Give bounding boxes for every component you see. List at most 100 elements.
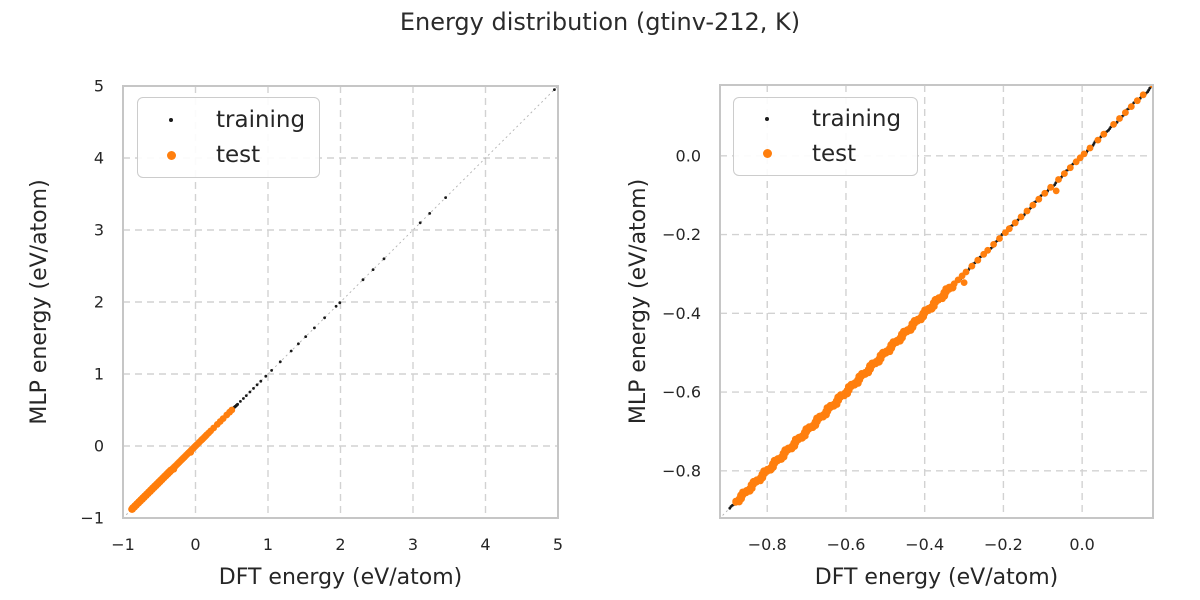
test-point xyxy=(1116,115,1123,122)
training-point xyxy=(334,304,338,308)
test-point xyxy=(1094,136,1102,144)
training-point xyxy=(1155,80,1158,83)
training-point xyxy=(289,349,293,353)
training-point xyxy=(1166,69,1169,72)
y-axis-label: MLP energy (eV/atom) xyxy=(626,179,651,424)
training-point xyxy=(1175,61,1178,64)
training-point xyxy=(361,278,365,282)
y-tick-label: 5 xyxy=(94,77,104,96)
test-point xyxy=(1017,213,1025,221)
legend-label-training: training xyxy=(812,106,902,133)
x-axis-label: DFT energy (eV/atom) xyxy=(815,565,1058,590)
training-point xyxy=(1159,76,1162,79)
y-tick-label: −0.4 xyxy=(662,304,701,323)
series-test xyxy=(128,406,236,513)
training-point xyxy=(1187,48,1190,51)
x-tick-label: 2 xyxy=(335,535,345,554)
training-point xyxy=(1162,73,1165,76)
legend-item-training: training xyxy=(734,102,917,137)
training-point xyxy=(1177,60,1180,63)
test-point xyxy=(1023,207,1031,215)
x-tick-label: 0 xyxy=(190,535,200,554)
x-tick-label: 1 xyxy=(263,535,273,554)
x-tick-label: −1 xyxy=(111,535,135,554)
training-point xyxy=(278,360,282,364)
training-point xyxy=(239,400,242,403)
training-point xyxy=(1158,77,1161,80)
x-tick-label: −0.4 xyxy=(905,535,944,554)
test-point xyxy=(1139,91,1147,99)
training-point xyxy=(428,212,432,215)
test-point xyxy=(990,241,997,248)
training-point xyxy=(248,390,252,394)
test-point xyxy=(1047,183,1055,191)
legend-left-plot: training test xyxy=(137,97,320,178)
y-tick-label: −0.2 xyxy=(662,225,701,244)
training-point xyxy=(297,342,300,346)
test-point xyxy=(962,268,970,276)
x-axis-label: DFT energy (eV/atom) xyxy=(219,565,462,590)
identity-line xyxy=(720,85,1153,518)
training-point xyxy=(553,88,556,91)
training-point xyxy=(444,196,447,200)
y-axis-label: MLP energy (eV/atom) xyxy=(27,179,52,424)
training-point xyxy=(382,257,386,261)
training-point xyxy=(1169,66,1172,69)
training-marker-icon xyxy=(734,117,800,122)
x-tick-label: −0.6 xyxy=(827,535,866,554)
x-tick-label: −0.2 xyxy=(984,535,1023,554)
training-point xyxy=(1188,46,1191,49)
legend-item-test: test xyxy=(138,138,319,174)
test-point xyxy=(1080,150,1088,158)
training-point xyxy=(1179,57,1182,60)
training-point xyxy=(1154,82,1157,85)
training-point xyxy=(313,326,316,330)
training-point xyxy=(1185,51,1188,54)
series-test xyxy=(732,54,1184,506)
test-point xyxy=(974,256,982,264)
legend-label-training: training xyxy=(216,106,306,133)
y-tick-label: 2 xyxy=(94,293,104,312)
test-point xyxy=(1029,201,1037,209)
x-tick-label: −0.8 xyxy=(748,535,787,554)
training-point xyxy=(1171,65,1174,68)
x-tick-label: 5 xyxy=(553,535,563,554)
test-point xyxy=(1127,103,1135,110)
training-point xyxy=(242,397,245,400)
test-point xyxy=(1011,219,1019,227)
test-point xyxy=(228,406,236,414)
y-tick-label: 0 xyxy=(94,437,104,456)
test-point xyxy=(1133,97,1141,105)
legend-item-training: training xyxy=(138,102,319,138)
training-point xyxy=(1172,63,1175,66)
training-point xyxy=(304,335,308,338)
training-point xyxy=(1186,49,1189,52)
training-point xyxy=(418,221,422,225)
y-tick-label: 3 xyxy=(94,221,104,240)
training-point xyxy=(1164,70,1167,73)
test-point xyxy=(170,465,178,473)
test-point xyxy=(1005,225,1013,233)
training-point xyxy=(371,268,375,271)
subplot-1: −0.8 −0.6 −0.4 −0.2 0.0 −0.8 −0.6 −0.4 −0.2 0.0 DF… xyxy=(626,46,1191,590)
test-point xyxy=(1161,70,1168,77)
test-point xyxy=(968,262,976,270)
test-point xyxy=(960,279,968,286)
figure-title: Energy distribution (gtinv-212, K) xyxy=(399,8,801,36)
test-point xyxy=(1177,54,1184,61)
training-point xyxy=(1173,62,1176,65)
y-tick-label: −1 xyxy=(80,509,104,528)
training-point xyxy=(264,374,268,378)
training-point xyxy=(1182,54,1185,57)
training-point xyxy=(270,369,273,372)
test-marker-icon xyxy=(734,149,800,159)
training-point xyxy=(338,301,342,305)
training-point xyxy=(323,316,326,320)
training-marker-icon xyxy=(138,117,204,122)
y-tick-label: 0.0 xyxy=(676,146,701,165)
test-point xyxy=(1035,195,1043,203)
test-point xyxy=(1110,121,1117,128)
test-point xyxy=(984,246,992,254)
test-point xyxy=(1061,170,1068,178)
